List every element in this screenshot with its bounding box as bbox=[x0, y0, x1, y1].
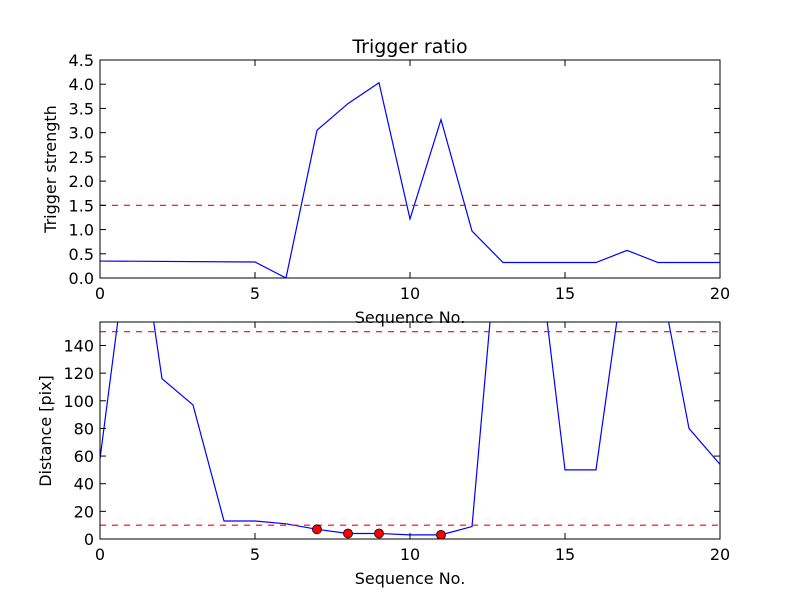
distance-chart: 0 5 10 15 20 0 20 40 60 80 100 120 140 Distance [pix… bbox=[36, 321, 730, 588]
y-tick-label: 1.0 bbox=[69, 221, 94, 240]
y-tick-label: 4.5 bbox=[69, 51, 94, 70]
chart-title: Trigger ratio bbox=[351, 36, 467, 58]
y-tick-label: 140 bbox=[63, 336, 94, 355]
y-tick-label: 0 bbox=[84, 530, 94, 549]
x-tick-label: 5 bbox=[250, 284, 260, 303]
data-point-marker bbox=[436, 529, 446, 539]
y-tick-label: 20 bbox=[74, 502, 94, 521]
x-tick-label: 0 bbox=[95, 284, 105, 303]
y-tick-label: 60 bbox=[74, 447, 94, 466]
y-tick-label: 3.5 bbox=[69, 99, 94, 118]
data-point-marker bbox=[343, 528, 353, 539]
y-tick-label: 0.0 bbox=[69, 269, 94, 288]
series-line-0 bbox=[100, 322, 720, 536]
trigger-ratio-chart: Trigger ratio 0 5 10 15 20 0.0 0.5 1.0 1.5 2.0 2.5… bbox=[41, 36, 730, 327]
data-point-marker bbox=[374, 528, 384, 539]
y-tick-label: 3.0 bbox=[69, 124, 94, 143]
ticks: 0 5 10 15 20 0.0 0.5 1.0 1.5 2.0 2.5 3.0 3.5 4.0 4.5 bbox=[69, 51, 731, 303]
x-tick-label: 20 bbox=[710, 545, 730, 564]
y-tick-label: 40 bbox=[74, 475, 94, 494]
y-axis-label: Trigger strength bbox=[41, 105, 60, 234]
y-axis-label: Distance [pix] bbox=[36, 375, 55, 487]
y-tick-label: 120 bbox=[63, 364, 94, 383]
series-line-0 bbox=[100, 81, 720, 278]
y-tick-label: 80 bbox=[74, 419, 94, 438]
x-tick-label: 20 bbox=[710, 284, 730, 303]
x-tick-label: 15 bbox=[555, 284, 575, 303]
x-tick-label: 0 bbox=[95, 545, 105, 564]
y-tick-label: 2.0 bbox=[69, 172, 94, 191]
y-tick-label: 100 bbox=[63, 392, 94, 411]
x-tick-label: 10 bbox=[400, 545, 420, 564]
plot-area bbox=[100, 81, 720, 278]
plot-area bbox=[100, 322, 720, 539]
x-axis-label: Sequence No. bbox=[355, 569, 466, 588]
y-tick-label: 2.5 bbox=[69, 148, 94, 167]
ticks: 0 5 10 15 20 0 20 40 60 80 100 120 140 bbox=[63, 322, 730, 564]
y-tick-label: 0.5 bbox=[69, 245, 94, 264]
y-tick-label: 1.5 bbox=[69, 196, 94, 215]
y-tick-label: 4.0 bbox=[69, 75, 94, 94]
x-tick-label: 10 bbox=[400, 284, 420, 303]
data-point-marker bbox=[312, 524, 322, 535]
x-tick-label: 5 bbox=[250, 545, 260, 564]
x-tick-label: 15 bbox=[555, 545, 575, 564]
